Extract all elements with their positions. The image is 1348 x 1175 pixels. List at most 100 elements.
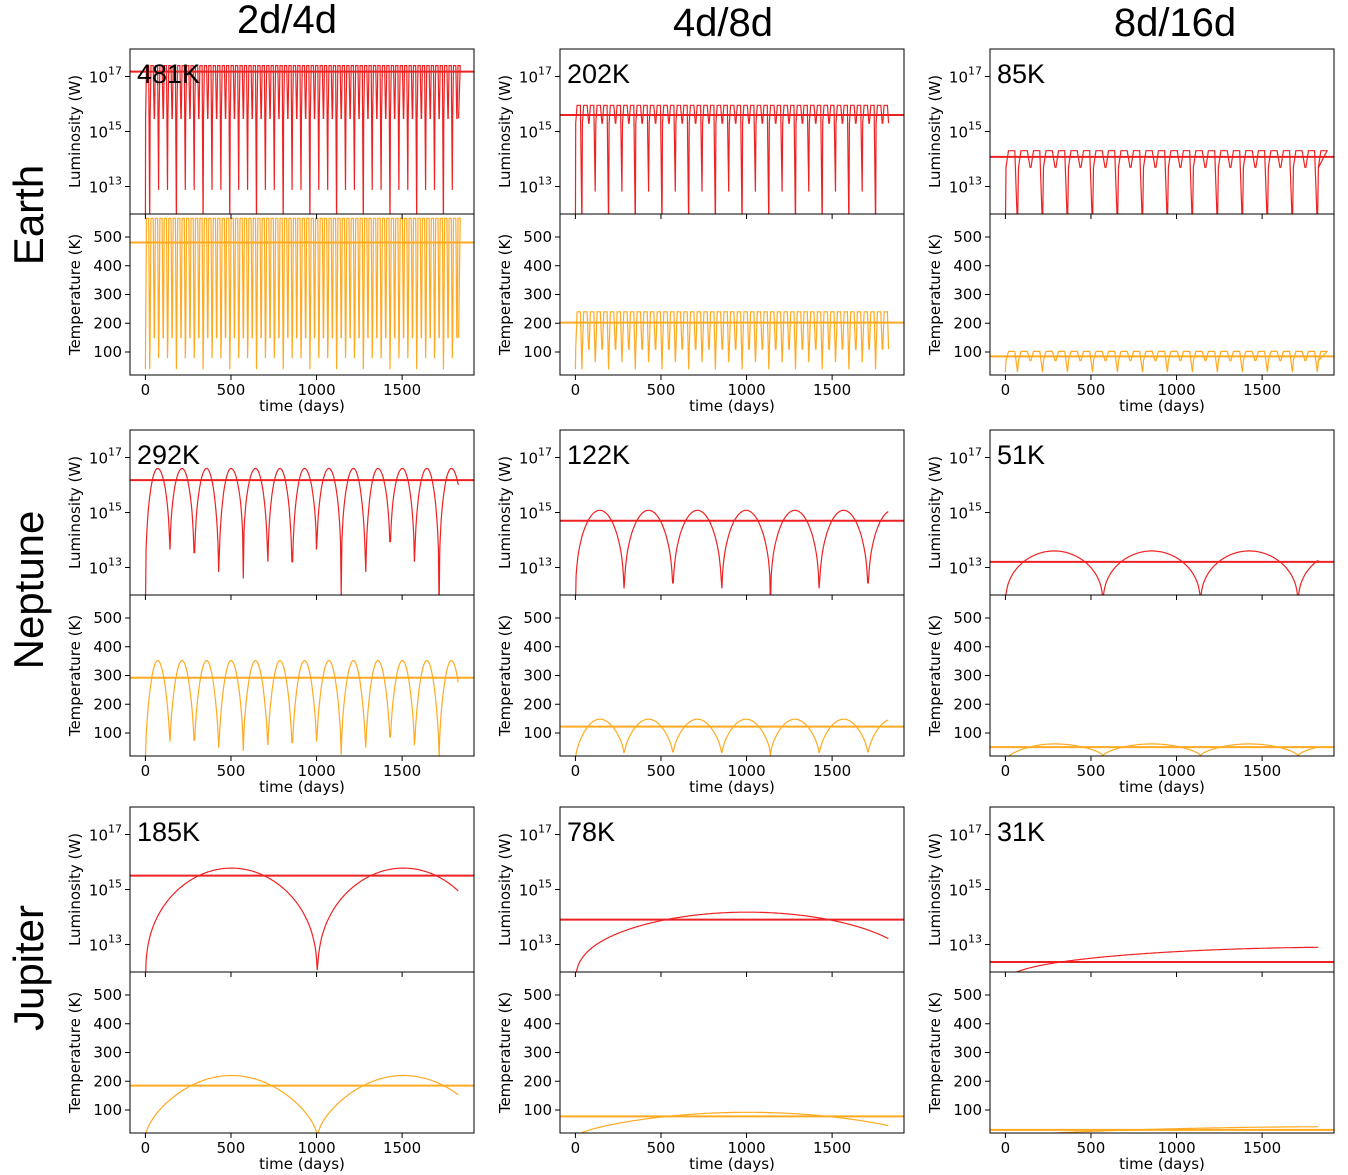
xtick-label: 1000 [1157, 762, 1195, 780]
xlabel: time (days) [259, 778, 345, 796]
xtick-label: 500 [217, 762, 246, 780]
temperature-ytick-label: 400 [953, 1015, 982, 1033]
xtick-label: 500 [1077, 1139, 1106, 1157]
xtick-label: 1500 [383, 381, 421, 399]
luminosity-ytick-label: 1013 [89, 175, 122, 197]
luminosity-ytick-label: 1013 [519, 556, 552, 578]
temperature-ytick-label: 500 [523, 609, 552, 627]
luminosity-ylabel: Luminosity (W) [66, 456, 84, 569]
luminosity-series [144, 467, 459, 595]
xtick-label: 1000 [727, 381, 765, 399]
temperature-series [1043, 1126, 1319, 1133]
temperature-ytick-label: 500 [93, 609, 122, 627]
equilibrium-temperature-annotation: 202K [567, 59, 630, 89]
panel-neptune-2: 1017 1015 1013 Luminosity (W) 100 200 300 400 50… [496, 429, 905, 796]
xtick-label: 1000 [297, 762, 335, 780]
luminosity-ytick-label: 1015 [519, 120, 552, 142]
xtick-label: 0 [1001, 1139, 1011, 1157]
temperature-plot [990, 350, 1334, 373]
temperature-ytick-label: 200 [93, 314, 122, 332]
xtick-label: 500 [647, 1139, 676, 1157]
luminosity-ytick-label: 1015 [949, 120, 982, 142]
equilibrium-temperature-annotation: 51K [997, 440, 1045, 470]
temperature-ytick-label: 500 [93, 228, 122, 246]
panel-earth-2: 1017 1015 1013 Luminosity (W) 100 200 300 400 50… [496, 48, 905, 415]
luminosity-ytick-label: 1015 [519, 501, 552, 523]
temperature-plot [130, 1074, 474, 1133]
temperature-frame [129, 594, 475, 757]
xtick-label: 0 [1001, 381, 1011, 399]
temperature-frame [559, 971, 905, 1134]
luminosity-plot [560, 509, 904, 595]
temperature-ytick-label: 200 [93, 1072, 122, 1090]
temperature-plot [130, 659, 474, 756]
temperature-ytick-label: 300 [93, 1044, 122, 1062]
luminosity-ytick-label: 1013 [89, 933, 122, 955]
temperature-frame [559, 594, 905, 757]
temperature-ylabel: Temperature (K) [496, 615, 514, 737]
panel-jupiter-2: 1017 1015 1013 Luminosity (W) 100 200 300 400 50… [496, 806, 905, 1173]
temperature-plot [560, 311, 904, 370]
xtick-label: 0 [141, 762, 151, 780]
luminosity-ylabel: Luminosity (W) [926, 456, 944, 569]
temperature-ytick-label: 100 [953, 1101, 982, 1119]
luminosity-series [574, 104, 890, 214]
temperature-ytick-label: 300 [93, 667, 122, 685]
luminosity-series [575, 911, 889, 972]
luminosity-ytick-label: 1013 [949, 933, 982, 955]
luminosity-plot [560, 104, 904, 214]
luminosity-ylabel: Luminosity (W) [496, 75, 514, 188]
temperature-ytick-label: 100 [523, 1101, 552, 1119]
xtick-label: 0 [571, 762, 581, 780]
xlabel: time (days) [689, 1155, 775, 1173]
luminosity-ytick-label: 1017 [949, 65, 982, 87]
temperature-ytick-label: 500 [93, 986, 122, 1004]
temperature-ylabel: Temperature (K) [66, 615, 84, 737]
xlabel: time (days) [689, 778, 775, 796]
xlabel: time (days) [259, 1155, 345, 1173]
temperature-series [1004, 350, 1329, 373]
temperature-ytick-label: 400 [953, 257, 982, 275]
xtick-label: 500 [217, 1139, 246, 1157]
temperature-ytick-label: 400 [953, 638, 982, 656]
luminosity-series [1005, 550, 1319, 595]
equilibrium-temperature-annotation: 78K [567, 817, 615, 847]
luminosity-ylabel: Luminosity (W) [66, 833, 84, 946]
xtick-label: 500 [647, 381, 676, 399]
xlabel: time (days) [259, 397, 345, 415]
temperature-ytick-label: 400 [523, 257, 552, 275]
panel-jupiter-1: 1017 1015 1013 Luminosity (W) 100 200 300 400 50… [66, 806, 475, 1173]
xtick-label: 1500 [813, 762, 851, 780]
xtick-label: 1500 [1243, 1139, 1281, 1157]
xlabel: time (days) [1119, 397, 1205, 415]
temperature-series [145, 1074, 459, 1133]
xtick-label: 1000 [1157, 381, 1195, 399]
temperature-ylabel: Temperature (K) [926, 992, 944, 1114]
temperature-ytick-label: 200 [523, 314, 552, 332]
temperature-series [574, 311, 890, 370]
xtick-label: 1000 [297, 381, 335, 399]
luminosity-series [1004, 150, 1329, 214]
row-title-earth: Earth [5, 165, 52, 265]
xtick-label: 1500 [813, 1139, 851, 1157]
temperature-series [144, 217, 461, 370]
temperature-series [1007, 743, 1319, 756]
temperature-ytick-label: 200 [953, 1072, 982, 1090]
temperature-ytick-label: 300 [523, 667, 552, 685]
luminosity-plot [990, 150, 1334, 214]
temperature-ytick-label: 200 [953, 314, 982, 332]
luminosity-series [145, 867, 459, 972]
temperature-plot [990, 743, 1334, 756]
xtick-label: 1500 [813, 381, 851, 399]
xtick-label: 1500 [1243, 381, 1281, 399]
xtick-label: 0 [571, 381, 581, 399]
temperature-ytick-label: 300 [953, 667, 982, 685]
luminosity-ytick-label: 1017 [89, 65, 122, 87]
xtick-label: 500 [647, 762, 676, 780]
luminosity-ytick-label: 1017 [519, 65, 552, 87]
column-title-3: 8d/16d [1114, 1, 1236, 45]
luminosity-ytick-label: 1017 [519, 446, 552, 468]
temperature-ytick-label: 300 [523, 1044, 552, 1062]
xtick-label: 0 [571, 1139, 581, 1157]
